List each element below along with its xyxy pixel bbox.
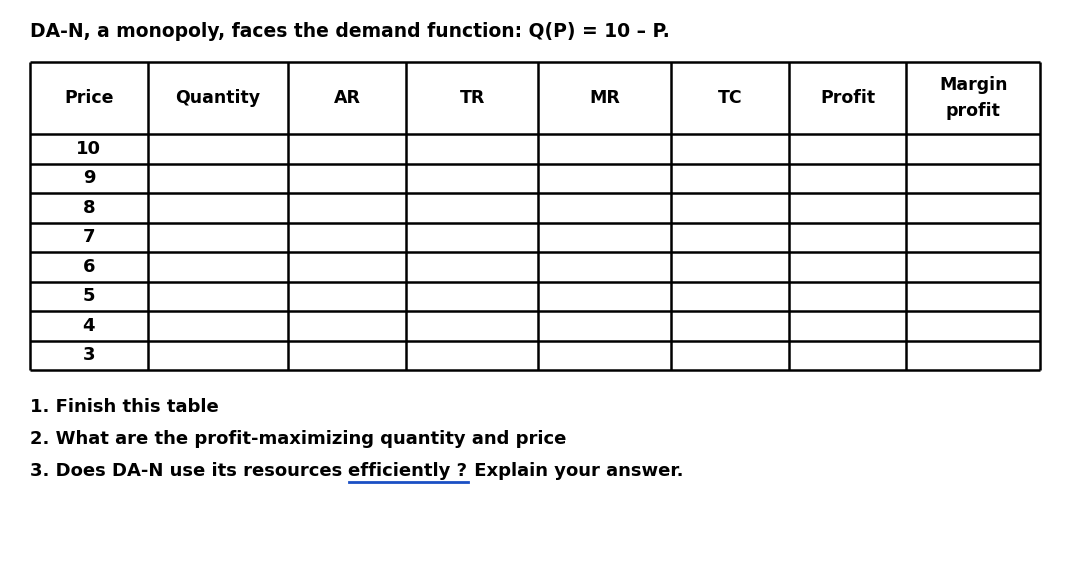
Text: 2. What are the profit-maximizing quantity and price: 2. What are the profit-maximizing quanti…	[30, 430, 566, 448]
Text: TC: TC	[717, 89, 742, 107]
Text: 4: 4	[82, 317, 95, 335]
Text: 1. Finish this table: 1. Finish this table	[30, 398, 218, 416]
Text: 9: 9	[82, 169, 95, 187]
Text: 5: 5	[82, 287, 95, 305]
Text: DA-N, a monopoly, faces the demand function: Q(P) = 10 – P.: DA-N, a monopoly, faces the demand funct…	[30, 22, 670, 41]
Text: TR: TR	[459, 89, 485, 107]
Text: MR: MR	[590, 89, 620, 107]
Text: 3: 3	[82, 346, 95, 364]
Text: 10: 10	[76, 140, 102, 158]
Text: 7: 7	[82, 228, 95, 246]
Text: 6: 6	[82, 258, 95, 276]
Text: 8: 8	[82, 199, 95, 217]
Text: Quantity: Quantity	[175, 89, 260, 107]
Text: efficiently ?: efficiently ?	[349, 462, 468, 480]
Text: Profit: Profit	[820, 89, 875, 107]
Text: AR: AR	[334, 89, 361, 107]
Text: Explain your answer.: Explain your answer.	[468, 462, 683, 480]
Text: Margin
profit: Margin profit	[939, 76, 1008, 120]
Text: Price: Price	[64, 89, 113, 107]
Text: 3. Does DA-N use its resources: 3. Does DA-N use its resources	[30, 462, 349, 480]
